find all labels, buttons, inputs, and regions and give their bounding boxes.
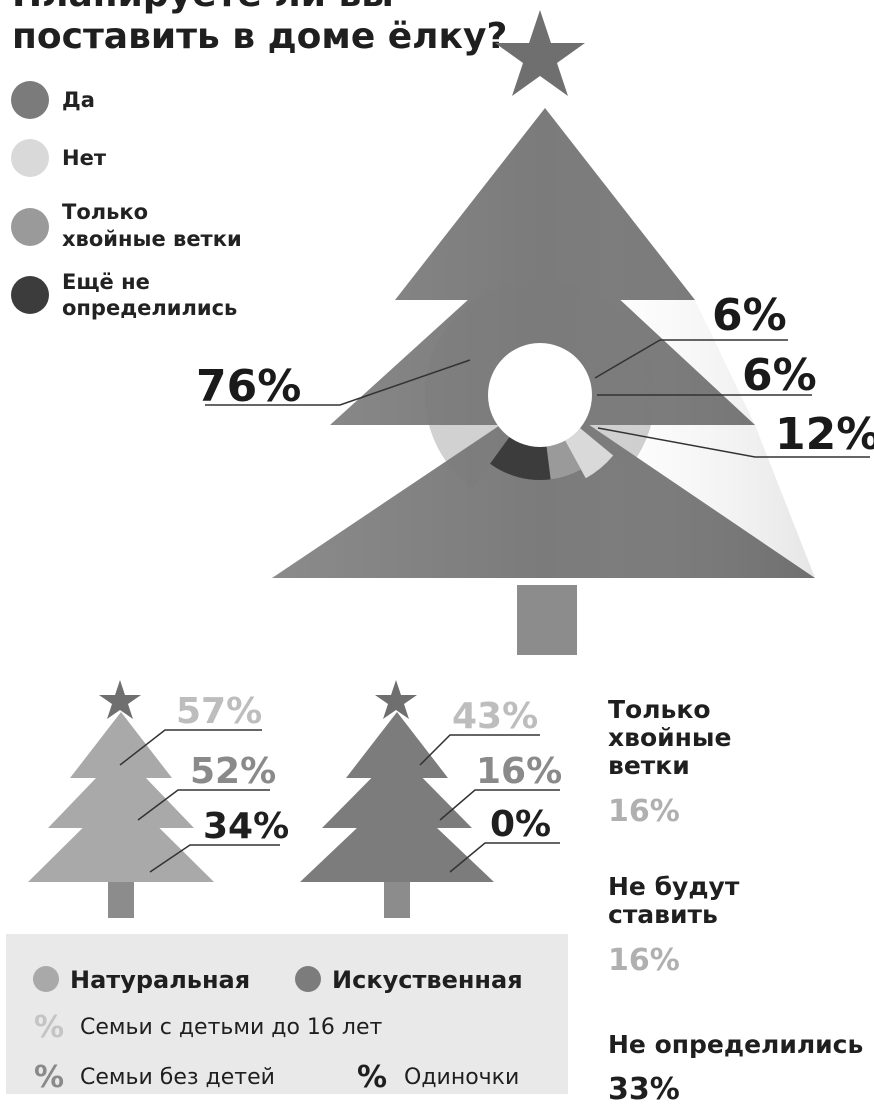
leader-natural-single (149, 844, 280, 873)
leader-artificial-nokids (439, 789, 560, 821)
legend-item-no: Нет (11, 139, 107, 177)
natural-tree-tier-middle (48, 752, 194, 828)
legend-label-undecided-line-1: Ещё не (62, 270, 150, 294)
pie-label-yes: 76% (196, 361, 301, 412)
pie-label-branches: 6% (742, 350, 817, 401)
small-tree-leader-lines (119, 729, 560, 873)
legend-label-yes: Да (62, 88, 95, 112)
chart-title-line-1: Планируете ли вы (12, 0, 394, 15)
side-stat-branches-label-2: хвойные (608, 723, 731, 752)
side-stats: Только хвойные ветки 16% Не будут ставит… (608, 695, 863, 1106)
side-stat-branches-label-1: Только (608, 695, 711, 724)
footer-group-no-kids: Семьи без детей (80, 1065, 275, 1090)
footer-swatch-artificial (295, 966, 321, 992)
pie-label-no: 6% (712, 290, 787, 341)
side-stat-branches-label-3: ветки (608, 751, 690, 780)
legend-item-branches: Только хвойные ветки (11, 200, 242, 251)
side-stat-branches-value: 16% (608, 794, 680, 829)
star-icon (495, 10, 585, 96)
natural-tree-star-icon (99, 680, 141, 719)
leader-artificial-kids (419, 734, 540, 766)
pie-label-undecided: 12% (775, 409, 874, 460)
artificial-tree-tier-bottom (300, 790, 494, 882)
legend-item-undecided: Ещё не определились (11, 270, 237, 320)
artificial-tree-tier-middle (322, 752, 472, 828)
legend-label-branches-line-2: хвойные ветки (62, 227, 242, 251)
legend-swatch-branches (11, 208, 49, 246)
natural-tree-tier-top (70, 712, 172, 778)
natural-tree-trunk (108, 880, 134, 918)
footer-label-natural: Натуральная (70, 966, 250, 994)
pie-center-hole (488, 343, 592, 447)
artificial-kids-value: 43% (452, 696, 538, 737)
big-tree (272, 10, 815, 655)
side-stat-wont-value: 16% (608, 943, 680, 978)
artificial-nokids-value: 16% (476, 751, 562, 792)
legend-swatch-undecided (11, 276, 49, 314)
big-tree-trunk (517, 585, 577, 655)
natural-tree (28, 680, 214, 918)
footer-label-artificial: Искуственная (332, 966, 523, 994)
leader-line-no (594, 339, 788, 379)
artificial-tree-tier-top (346, 712, 448, 778)
footer-pct-icon-dark: % (357, 1060, 387, 1095)
legend-item-yes: Да (11, 81, 95, 119)
leader-natural-nokids (137, 789, 270, 821)
side-stat-wont-label-2: ставить (608, 900, 718, 929)
legend-label-undecided-line-2: определились (62, 296, 237, 320)
natural-single-value: 34% (203, 806, 289, 847)
legend-swatch-no (11, 139, 49, 177)
footer-pct-icon-mid: % (34, 1060, 64, 1095)
footer-legend-background (6, 934, 568, 1094)
side-stat-undecided-value: 33% (608, 1072, 680, 1106)
footer-group-with-kids: Семьи с детьми до 16 лет (80, 1015, 383, 1040)
artificial-single-value: 0% (490, 804, 551, 845)
footer-legend: Натуральная Искуственная % Семьи с детьм… (6, 934, 568, 1095)
footer-pct-icon-light: % (34, 1010, 64, 1045)
leader-line-yes (205, 359, 471, 406)
leader-artificial-single (449, 842, 560, 873)
big-tree-shading (272, 108, 815, 578)
leader-natural-kids (119, 729, 262, 766)
main-legend: Да Нет Только хвойные ветки Ещё не опред… (11, 81, 242, 320)
pie-leader-lines (205, 339, 870, 458)
side-stat-undecided-label: Не определились (608, 1030, 863, 1059)
artificial-tree-trunk (384, 880, 410, 918)
legend-label-branches-line-1: Только (62, 200, 148, 224)
leader-line-undecided (597, 427, 870, 458)
natural-kids-value: 57% (176, 691, 262, 732)
natural-nokids-value: 52% (190, 751, 276, 792)
natural-tree-tier-bottom (28, 790, 214, 882)
artificial-tree-star-icon (375, 680, 417, 719)
legend-label-no: Нет (62, 146, 107, 170)
chart-title-line-2: поставить в доме ёлку? (12, 16, 507, 57)
footer-swatch-natural (33, 966, 59, 992)
legend-swatch-yes (11, 81, 49, 119)
side-stat-wont-label-1: Не будут (608, 872, 740, 901)
footer-group-single: Одиночки (404, 1065, 519, 1090)
